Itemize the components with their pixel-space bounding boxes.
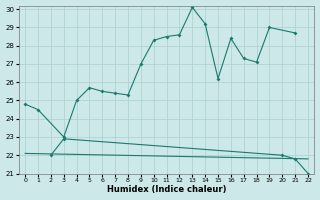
X-axis label: Humidex (Indice chaleur): Humidex (Indice chaleur): [107, 185, 226, 194]
